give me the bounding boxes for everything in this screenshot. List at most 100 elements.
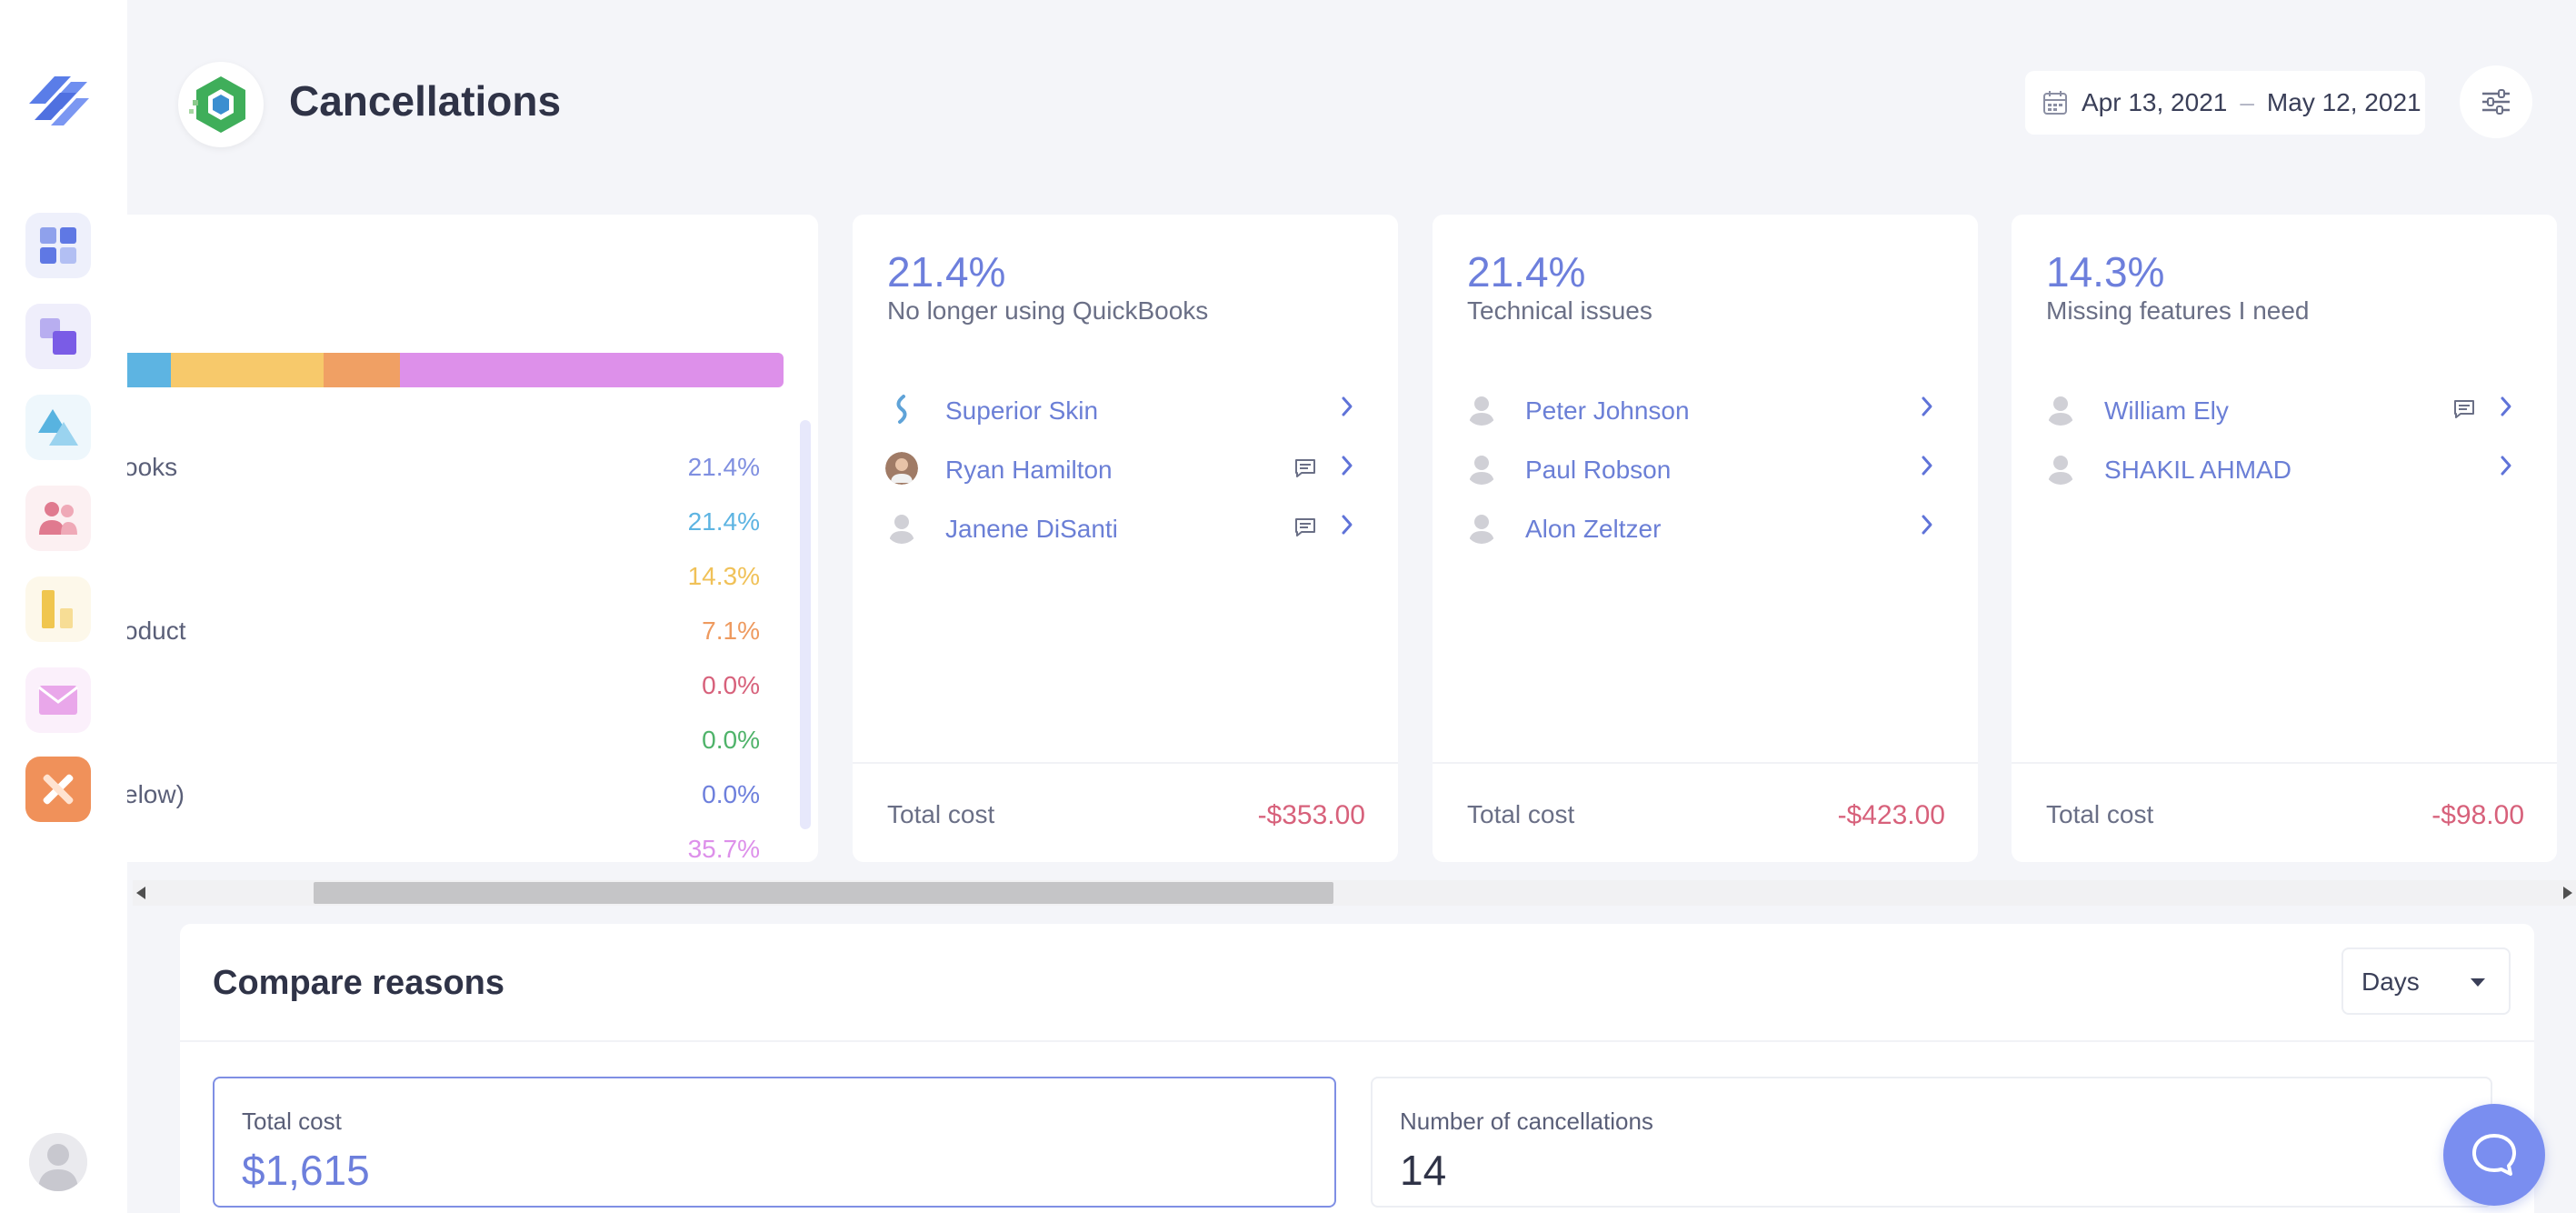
- sidebar-item-dashboard[interactable]: [25, 213, 91, 278]
- date-end: May 12, 2021: [2266, 88, 2421, 116]
- reason-summary-row[interactable]: oduct 7.1%: [124, 607, 760, 653]
- customer-name-link[interactable]: William Ely: [2104, 396, 2229, 425]
- dashboard-icon: [40, 227, 76, 264]
- sidebar-item-segments[interactable]: [25, 395, 91, 460]
- caret-down-icon: [2471, 978, 2485, 987]
- customer-avatar: [1465, 511, 1498, 544]
- total-cost-label: Total cost: [2046, 800, 2154, 828]
- reason-percentage: 14.3%: [687, 562, 760, 590]
- triangles-icon: [38, 409, 78, 446]
- bar-segment[interactable]: [400, 353, 784, 387]
- reason-summary-row[interactable]: 0.0%: [124, 717, 760, 762]
- reason-label: elow): [124, 780, 185, 808]
- chevron-right-icon[interactable]: [2499, 454, 2513, 483]
- reason-summary-row[interactable]: 0.0%: [124, 662, 760, 707]
- cancellations-count-metric[interactable]: Number of cancellations 14: [1371, 1077, 2492, 1208]
- mail-icon: [38, 686, 78, 715]
- total-cost-metric[interactable]: Total cost $1,615: [213, 1077, 1336, 1208]
- customer-row[interactable]: Superior Skin: [885, 380, 1367, 435]
- customer-row[interactable]: Janene DiSanti: [885, 498, 1367, 553]
- reason-title: No longer using QuickBooks: [887, 296, 1209, 325]
- customer-name-link[interactable]: Superior Skin: [945, 396, 1099, 425]
- bar-segment[interactable]: [324, 353, 401, 387]
- customer-name-link[interactable]: SHAKIL AHMAD: [2104, 456, 2291, 484]
- message-icon[interactable]: [1294, 456, 1316, 485]
- period-select-value: Days: [2361, 967, 2420, 996]
- customer-row[interactable]: Ryan Hamilton: [885, 439, 1367, 494]
- reason-percentage: 21.4%: [1467, 248, 1586, 296]
- reason-percentage: 21.4%: [687, 507, 760, 536]
- divider: [180, 1040, 2534, 1042]
- period-select[interactable]: Days: [2341, 947, 2511, 1015]
- date-range-picker[interactable]: Apr 13, 2021 – May 12, 2021: [2025, 71, 2425, 135]
- metric-label: Total cost: [242, 1108, 342, 1135]
- scroll-right-arrow-icon[interactable]: [2563, 887, 2572, 899]
- sidebar-item-layers[interactable]: [25, 304, 91, 369]
- scrollbar-thumb[interactable]: [314, 882, 1333, 904]
- chevron-right-icon[interactable]: [2499, 395, 2513, 424]
- customer-avatar: [885, 393, 918, 426]
- reason-percentage: 7.1%: [702, 617, 760, 645]
- customer-row[interactable]: Peter Johnson: [1465, 380, 1947, 435]
- chevron-right-icon[interactable]: [1920, 513, 1934, 542]
- page-title: Cancellations: [289, 77, 562, 125]
- app-logo-icon[interactable]: [24, 69, 93, 133]
- sliders-icon: [2482, 89, 2510, 115]
- chevron-right-icon[interactable]: [1920, 395, 1934, 424]
- cards-horizontal-scrollbar[interactable]: [133, 880, 2576, 906]
- chevron-right-icon[interactable]: [1340, 454, 1354, 483]
- total-cost-label: Total cost: [887, 800, 995, 828]
- brand-logo: [178, 62, 264, 147]
- reason-summary-row[interactable]: elow) 0.0%: [124, 771, 760, 817]
- customer-name-link[interactable]: Peter Johnson: [1525, 396, 1690, 425]
- customer-name-link[interactable]: Alon Zeltzer: [1525, 515, 1662, 543]
- compare-title: Compare reasons: [213, 964, 505, 1002]
- message-icon[interactable]: [2453, 396, 2475, 426]
- customer-name-link[interactable]: Janene DiSanti: [945, 515, 1118, 543]
- reasons-stacked-bar: [127, 353, 784, 387]
- card-footer: Total cost -$353.00: [853, 762, 1398, 862]
- message-icon[interactable]: [1294, 515, 1316, 544]
- chevron-right-icon[interactable]: [1340, 513, 1354, 542]
- reason-card: 21.4% Technical issues Peter Johnson Paul R…: [1433, 215, 1978, 862]
- date-start: Apr 13, 2021: [2082, 88, 2228, 116]
- customer-row[interactable]: Alon Zeltzer: [1465, 498, 1947, 553]
- sidebar-item-reports[interactable]: [25, 576, 91, 642]
- customer-row[interactable]: Paul Robson: [1465, 439, 1947, 494]
- sidebar-item-customers[interactable]: [25, 486, 91, 551]
- reason-label: oduct: [124, 617, 186, 645]
- reason-summary-row[interactable]: 21.4%: [124, 498, 760, 544]
- reason-summary-row[interactable]: ooks 21.4%: [124, 444, 760, 489]
- customer-avatar: [2044, 452, 2077, 485]
- user-avatar[interactable]: [29, 1133, 87, 1191]
- total-cost-value: -$98.00: [2431, 800, 2524, 830]
- metric-label: Number of cancellations: [1400, 1108, 1653, 1135]
- reason-percentage: 0.0%: [702, 671, 760, 699]
- reason-percentage: 0.0%: [702, 726, 760, 754]
- filter-button[interactable]: [2460, 65, 2532, 138]
- reason-title: Missing features I need: [2046, 296, 2310, 325]
- metric-value: 14: [1400, 1147, 1447, 1194]
- summary-scrollbar[interactable]: [800, 420, 811, 829]
- chevron-right-icon[interactable]: [1340, 395, 1354, 424]
- chat-bubble-icon: [2472, 1134, 2516, 1176]
- bar-segment[interactable]: [170, 353, 324, 387]
- reason-percentage: 21.4%: [687, 453, 760, 481]
- reason-percentage: 21.4%: [887, 248, 1006, 296]
- bar-segment[interactable]: [127, 353, 171, 387]
- customer-row[interactable]: SHAKIL AHMAD: [2044, 439, 2526, 494]
- customer-avatar: [2044, 393, 2077, 426]
- help-chat-button[interactable]: [2443, 1104, 2545, 1206]
- calendar-icon: [2043, 91, 2067, 115]
- customer-row[interactable]: William Ely: [2044, 380, 2526, 435]
- users-icon: [39, 502, 77, 535]
- sidebar-item-messages[interactable]: [25, 667, 91, 733]
- chevron-right-icon[interactable]: [1920, 454, 1934, 483]
- reason-label: ooks: [124, 453, 178, 481]
- customer-name-link[interactable]: Ryan Hamilton: [945, 456, 1113, 484]
- reason-summary-row[interactable]: 35.7%: [124, 826, 760, 862]
- reason-summary-row[interactable]: 14.3%: [124, 553, 760, 598]
- scroll-left-arrow-icon[interactable]: [136, 887, 145, 899]
- sidebar-item-tools[interactable]: [25, 757, 91, 822]
- customer-name-link[interactable]: Paul Robson: [1525, 456, 1672, 484]
